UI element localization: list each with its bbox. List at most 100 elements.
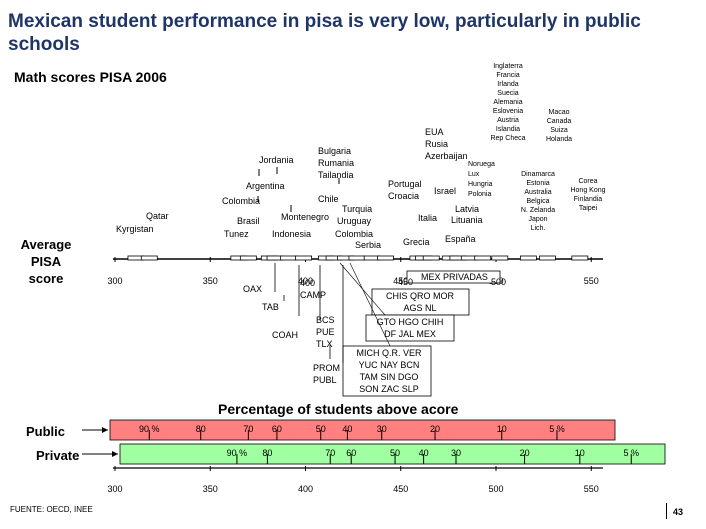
lower-axis-tick-label: 400: [298, 484, 313, 494]
mexico-state-label: CHIS QRO MOR: [386, 291, 455, 301]
public-pct-label: 10: [497, 424, 507, 434]
axis-title: Average PISA score: [6, 236, 86, 287]
box-leader-line: [339, 262, 386, 316]
public-pct-label: 90 %: [139, 424, 160, 434]
country-label: Taipei: [579, 205, 598, 212]
country-label: Serbia: [355, 240, 381, 250]
mexico-state-label: MEX PRIVADAS: [421, 272, 488, 282]
page-number: 43: [673, 507, 684, 517]
public-pct-label: 30: [377, 424, 387, 434]
public-label: Public: [26, 424, 66, 439]
mexico-state-label: DF JAL MEX: [384, 329, 436, 339]
country-label: Montenegro: [281, 212, 329, 222]
country-label: Indonesia: [272, 229, 311, 239]
country-marker: [279, 255, 297, 261]
private-pct-label: 60: [346, 448, 356, 458]
mexico-state-label: CAMP: [300, 290, 326, 300]
private-pct-label: 10: [575, 448, 585, 458]
country-label: Brasil: [237, 216, 260, 226]
country-label: Latvia: [455, 204, 479, 214]
country-label: Canada: [547, 118, 572, 125]
country-label: Chile: [318, 194, 339, 204]
country-label: Islandia: [496, 126, 520, 133]
country-label: N. Zelanda: [521, 207, 555, 214]
axis-tick-label: 450: [393, 276, 408, 286]
mexico-state-label: PROM: [313, 363, 340, 373]
country-label: Jordania: [259, 155, 294, 165]
country-label: Tailandia: [318, 170, 354, 180]
country-marker: [519, 255, 537, 261]
country-marker: [239, 255, 257, 261]
axis-tick-label: 350: [203, 276, 218, 286]
private-label: Private: [36, 448, 80, 463]
country-marker: [539, 255, 556, 261]
lower-axis-tick-label: 350: [203, 484, 218, 494]
country-label: Azerbaijan: [425, 151, 468, 161]
country-label: Rep Checa: [490, 135, 525, 142]
mexico-state-label: TAB: [262, 302, 279, 312]
lower-axis-tick-label: 450: [393, 484, 408, 494]
mexico-state-label: YUC NAY BCN: [359, 360, 420, 370]
mexico-state-label: AGS NL: [403, 303, 436, 313]
public-pct-label: 50: [316, 424, 326, 434]
country-label: Hong Kong: [570, 187, 605, 194]
country-label: Corea: [578, 178, 597, 185]
public-pct-label: 20: [430, 424, 440, 434]
public-pct-label: 80: [196, 424, 206, 434]
public-pct-label: 40: [342, 424, 352, 434]
private-pct-label: 40: [419, 448, 429, 458]
country-label: Turquia: [342, 204, 372, 214]
country-label: Belgica: [527, 198, 550, 205]
country-marker: [295, 255, 312, 261]
public-pct-label: 70: [243, 424, 253, 434]
country-label: Tunez: [224, 229, 249, 239]
public-arrow-head: [102, 427, 108, 433]
lower-axis-tick-label: 300: [107, 484, 122, 494]
private-pct-label: 70: [325, 448, 335, 458]
mexico-state-label: PUBL: [313, 375, 337, 385]
country-label: Kyrgistan: [116, 224, 154, 234]
state-group-box: [406, 270, 501, 284]
country-marker: [571, 255, 589, 261]
country-label: Grecia: [403, 237, 430, 247]
country-marker: [422, 255, 440, 261]
percentage-title: Percentage of students above acore: [218, 401, 459, 417]
country-label: Italia: [418, 213, 437, 223]
private-pct-label: 20: [520, 448, 530, 458]
country-label: Bulgaria: [318, 146, 351, 156]
country-label: Eslovenia: [493, 108, 523, 115]
inline-axis-label: 500: [491, 277, 506, 287]
country-label: Finlandia: [574, 196, 603, 203]
country-label: Suiza: [550, 127, 568, 134]
country-label: Lituania: [451, 215, 483, 225]
country-label: Macao: [548, 109, 569, 116]
chart-subtitle: Math scores PISA 2006: [14, 69, 167, 85]
axis-tick-label: 550: [584, 276, 599, 286]
country-label: Colombia: [335, 229, 373, 239]
mexico-state-label: MICH Q.R. VER: [356, 348, 422, 358]
country-label: Estonia: [526, 180, 549, 187]
private-pct-label: 90 %: [227, 448, 248, 458]
country-label: Noruega: [468, 161, 495, 168]
state-group-box: [365, 314, 455, 342]
country-marker: [140, 255, 158, 261]
page-title: Mexican student performance in pisa is v…: [8, 11, 641, 55]
country-label: Japon: [528, 216, 547, 223]
private-arrow-head: [112, 451, 118, 457]
state-group-box: [342, 345, 432, 397]
country-label: Portugal: [388, 179, 422, 189]
mexico-state-label: TAM SIN DGO: [360, 372, 419, 382]
private-pct-label: 80: [262, 448, 272, 458]
page-separator: [666, 503, 667, 519]
country-label: Lich.: [531, 225, 546, 232]
country-label: Australia: [524, 189, 551, 196]
axis-tick-label: 400: [298, 276, 313, 286]
country-label: Dinamarca: [521, 171, 555, 178]
axis-tick-label: 300: [107, 276, 122, 286]
public-pct-label: 60: [272, 424, 282, 434]
country-label: Hungria: [468, 181, 493, 188]
country-label: Polonia: [468, 191, 491, 198]
country-label: Argentina: [246, 181, 285, 191]
country-label: Alemania: [493, 99, 522, 106]
mexico-state-label: 400: [300, 278, 315, 288]
